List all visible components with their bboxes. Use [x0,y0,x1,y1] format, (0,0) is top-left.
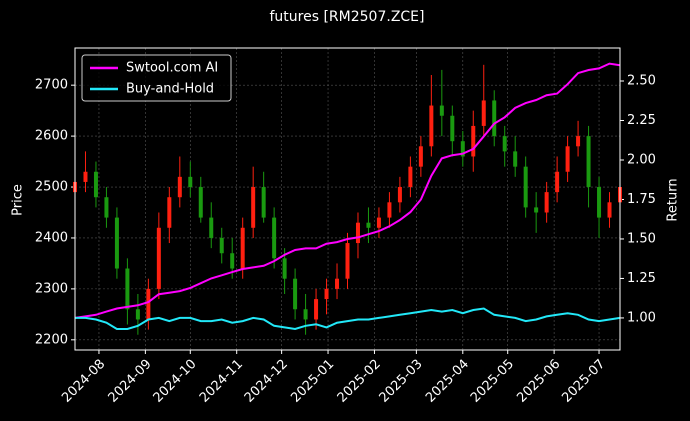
y2-tick-label: 1.50 [627,231,656,246]
y2-tick-label: 1.25 [627,271,656,286]
candle-body [534,207,539,213]
candle-body [418,146,423,167]
candle-body [230,253,235,269]
candle-body [523,166,528,208]
candle-body [481,100,486,126]
candle-body [83,171,88,182]
candle-body [114,217,119,269]
candle-body [576,136,581,147]
candle-body [324,288,329,300]
candle-body [335,278,340,289]
legend-label: Buy-and-Hold [126,82,214,97]
candle-body [146,288,151,320]
candle-body [303,309,308,320]
candle-body [397,187,402,203]
y-tick-label: 2300 [35,281,68,296]
candle-body [471,125,476,157]
candle-body [314,299,319,320]
candle-body [460,141,465,157]
legend-label: Swtool.com AI [126,61,218,76]
y-tick-label: 2500 [35,180,68,195]
candle-body [272,217,277,259]
y2-tick-label: 1.00 [627,310,656,325]
candle-body [125,268,130,310]
y2-tick-label: 2.50 [627,74,656,89]
candle-body [282,258,287,279]
candle-body [188,176,193,188]
y-tick-label: 2400 [35,230,68,245]
candle-body [104,197,109,218]
candle-body [439,105,444,116]
candle-body [345,243,350,279]
candle-body [513,151,518,167]
candle-body [492,100,497,137]
candle-body [544,192,549,213]
chart-title: futures [RM2507.ZCE] [270,9,425,25]
candle-body [240,227,245,269]
candle-body [408,166,413,188]
y-axis-label: Price [11,184,26,216]
legend-box [81,54,232,102]
candle-body [376,217,381,228]
y-tick-label: 2600 [35,129,68,144]
candle-body [429,105,434,147]
y2-tick-label: 2.25 [627,113,656,128]
y2-axis-label: Return [666,178,681,221]
y2-tick-label: 1.75 [627,192,656,207]
y2-tick-label: 2.00 [627,152,656,167]
candle-body [450,115,455,142]
candle-body [198,187,203,218]
candle-body [209,217,214,238]
return-line [75,307,621,331]
candle-body [167,197,172,228]
candle-body [93,171,98,198]
candle-body [555,171,560,193]
candle-body [156,227,161,289]
candle-body [586,136,591,188]
candle-body [355,222,360,244]
candle-body [219,237,224,254]
return-line [74,62,621,319]
candle-body [502,136,507,152]
candle-body [177,176,182,198]
candle-body [387,202,392,218]
candle-body [597,187,602,218]
candle-body [135,309,140,320]
candle-body [607,202,612,218]
plot-frame [74,47,621,351]
candle-body [293,278,298,310]
candle-body [251,187,256,228]
candle-body [565,146,570,172]
candle-body [261,187,266,218]
candle-body [366,222,371,228]
y-tick-label: 2700 [35,78,68,93]
y-tick-label: 2200 [35,332,68,347]
